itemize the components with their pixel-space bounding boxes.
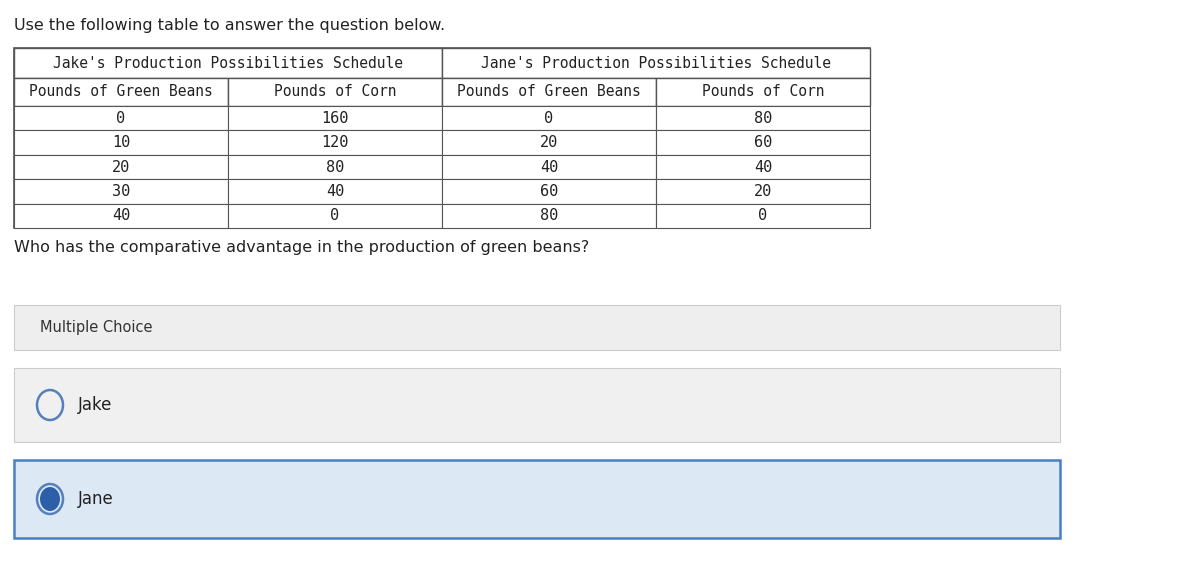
Bar	[14, 179, 228, 203]
Bar	[442, 78, 656, 106]
Text: 30: 30	[112, 184, 130, 199]
Text: Pounds of Green Beans: Pounds of Green Beans	[29, 85, 212, 99]
Bar	[14, 155, 228, 179]
Text: Use the following table to answer the question below.: Use the following table to answer the qu…	[14, 18, 445, 33]
Text: 80: 80	[754, 111, 772, 126]
Text: Pounds of Green Beans: Pounds of Green Beans	[457, 85, 641, 99]
Bar	[656, 106, 870, 131]
Text: 0: 0	[758, 208, 768, 223]
Text: 20: 20	[540, 135, 558, 150]
Text: 80: 80	[326, 159, 344, 175]
Text: 0: 0	[116, 111, 126, 126]
Bar	[442, 131, 656, 155]
Bar	[14, 106, 228, 131]
Bar	[656, 155, 870, 179]
Text: 60: 60	[540, 184, 558, 199]
Text: 120: 120	[322, 135, 349, 150]
Text: 0: 0	[330, 208, 340, 223]
Bar	[442, 155, 656, 179]
Text: Jake's Production Possibilities Schedule: Jake's Production Possibilities Schedule	[53, 55, 403, 71]
Text: Jane's Production Possibilities Schedule: Jane's Production Possibilities Schedule	[481, 55, 830, 71]
Bar	[442, 106, 656, 131]
Bar	[14, 460, 1060, 538]
Text: Multiple Choice: Multiple Choice	[40, 320, 152, 335]
Bar	[14, 203, 228, 228]
Bar	[228, 131, 442, 155]
Text: Pounds of Corn: Pounds of Corn	[702, 85, 824, 99]
Text: Pounds of Corn: Pounds of Corn	[274, 85, 396, 99]
Bar	[656, 78, 870, 106]
Text: Jake: Jake	[78, 396, 113, 414]
Text: 40: 40	[540, 159, 558, 175]
Ellipse shape	[40, 487, 60, 511]
Bar	[442, 48, 870, 78]
Text: 40: 40	[754, 159, 772, 175]
Text: 0: 0	[545, 111, 553, 126]
Bar	[228, 78, 442, 106]
Bar	[14, 78, 228, 106]
Bar	[14, 48, 870, 228]
Bar	[14, 305, 1060, 350]
Text: 20: 20	[754, 184, 772, 199]
Text: 10: 10	[112, 135, 130, 150]
Bar	[14, 131, 228, 155]
Bar	[228, 155, 442, 179]
Bar	[228, 106, 442, 131]
Text: 60: 60	[754, 135, 772, 150]
Bar	[228, 179, 442, 203]
Bar	[656, 131, 870, 155]
Bar	[656, 203, 870, 228]
Text: 40: 40	[112, 208, 130, 223]
Bar	[442, 179, 656, 203]
Bar	[14, 48, 442, 78]
Text: 160: 160	[322, 111, 349, 126]
Bar	[14, 368, 1060, 442]
Text: 40: 40	[326, 184, 344, 199]
Bar	[442, 203, 656, 228]
Text: 80: 80	[540, 208, 558, 223]
Text: 20: 20	[112, 159, 130, 175]
Bar	[656, 179, 870, 203]
Bar	[228, 203, 442, 228]
Text: Jane: Jane	[78, 490, 114, 508]
Text: Who has the comparative advantage in the production of green beans?: Who has the comparative advantage in the…	[14, 240, 589, 255]
